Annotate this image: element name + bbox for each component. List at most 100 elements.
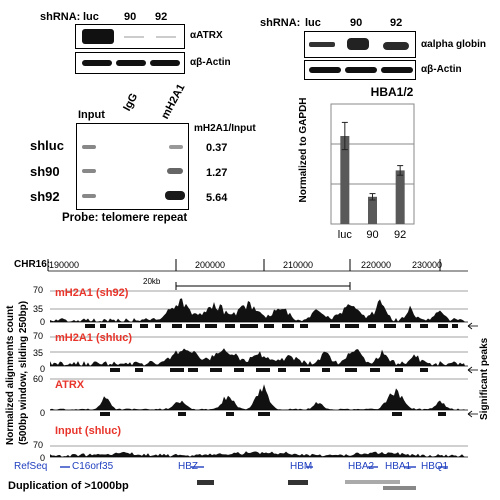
significant-peak [395,368,403,372]
significant-peak [368,324,376,328]
globin-band-luc [309,42,335,47]
track-tick-label: 35 [33,348,44,358]
track-label-input-shluc: Input (shluc) [55,425,121,437]
significant-peak [438,324,448,328]
atrx-band-luc [82,29,114,44]
significant-peak [205,324,217,328]
significant-peak [118,324,132,328]
significant-peak [282,324,294,328]
chart-y-axis-label: Normalized to GAPDH [298,97,309,202]
dot-row-label-sh92: sh92 [30,189,60,204]
coord-tick-label: 210000 [283,260,314,270]
significant-peak [258,412,270,416]
track-tick-label: 0 [40,317,46,327]
atrx-blot-label: αATRX [190,30,223,41]
track-label-mh2a1-sh92: mH2A1 (sh92) [55,287,129,299]
significant-peak [345,368,357,372]
lane-label-90: 90 [350,17,363,29]
significant-peak [225,324,235,328]
peak-arrow-head [467,410,473,418]
actin-band-luc [309,67,341,73]
chrom-label: CHR16: [14,259,51,270]
dot-sh90-mh2a1 [167,168,183,174]
chart-title: HBA1/2 [371,85,414,99]
actin-band-90 [345,67,377,73]
globin-band-90 [347,38,369,50]
track-tick-label: 0 [40,453,46,463]
duplication-segment [345,480,400,484]
x-tick-label: 90 [366,229,378,241]
dot-sh92-input [82,194,96,198]
gene-label-hbz: HBZ [178,461,198,472]
duplication-segment [197,480,214,485]
significant-peak [234,368,244,372]
track-tick-label: 60 [33,374,44,384]
atrx-band-90 [124,36,144,38]
globin-band-92 [383,42,409,50]
atrx-blot [75,24,185,49]
significant-peak [300,368,310,372]
significant-peak [392,412,402,416]
significant-peak [256,368,270,372]
gene-label-c16orf35: C16orf35 [72,461,114,472]
significant-peak [110,368,120,372]
gene-label-hba2: HBA2 [348,461,375,472]
signal-track-atrx [50,384,465,410]
dot-sh90-input [82,169,96,173]
significant-peak [172,324,182,328]
track-tick-label: 70 [33,285,44,295]
refseq-label: RefSeq [14,461,48,472]
globin-blot [304,31,416,58]
gene-label-hbq1: HBQ1 [421,461,449,472]
significant-peak [186,324,200,328]
actin-blot-left [75,52,185,74]
shrna-label: shRNA: [260,17,301,29]
significant-peak [178,412,186,416]
actin-band-luc [82,60,112,66]
significant-peak [188,368,198,372]
significant-peak [452,324,458,328]
actin-band-90 [116,60,146,66]
significant-peak [210,368,222,372]
browser-y-axis-sublabel: (500bp window, sliding 250bp) [18,300,29,445]
significant-peak [330,324,340,328]
gene-label-hbm: HBM [290,461,313,472]
duplication-label: Duplication of >1000bp [8,480,129,492]
significant-peak [264,324,274,328]
actin-band-92 [381,67,413,73]
significant-peak [170,368,184,372]
atrx-band-92 [156,36,176,38]
track-tick-label: 0 [40,364,46,374]
significant-peak [100,412,110,416]
bar [395,170,405,224]
actin-band-92 [150,60,180,66]
track-label-mh2a1-shluc: mH2A1 (shluc) [55,332,133,344]
coord-tick-label: 230000 [412,260,443,270]
bar [368,196,377,224]
significant-peak [85,324,95,328]
significant-peak [405,324,411,328]
significant-peak [420,324,428,328]
signal-track-mh2a1-sh92 [50,298,465,322]
dot-blot-membrane [76,123,189,210]
dot-shluc-input [82,145,96,149]
signal-track-input-shluc [50,451,465,457]
actin-blot-right [304,60,416,80]
track-tick-label: 0 [40,408,46,418]
dot-row-label-sh90: sh90 [30,164,60,179]
duplication-segment [288,480,308,485]
x-tick-label: 92 [394,229,406,241]
bar [340,136,350,224]
ratio-value-sh90: 1.27 [206,167,228,179]
scale-bar-label: 20kb [143,277,161,286]
actin-blot-label-left: αβ-Actin [190,57,231,68]
significant-peak [420,368,428,372]
probe-label: Probe: telomere repeat [62,212,188,224]
peak-arrow-head [467,322,473,330]
track-tick-label: 70 [33,331,44,341]
track-tick-label: 35 [33,304,44,314]
significant-peak [240,324,258,328]
significant-peak [226,412,234,416]
